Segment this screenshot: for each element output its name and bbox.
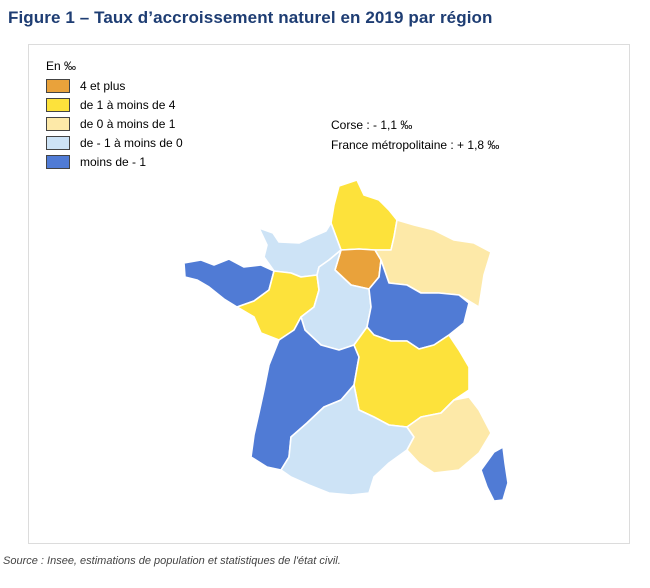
region-hauts-de-france: Hauts-de-France	[330, 179, 398, 251]
region-paca: Provence-Alpes-Côte d'Azur	[406, 396, 492, 474]
map-frame: En ‰ 4 et plus de 1 à moins de 4 de 0 à …	[28, 44, 630, 544]
map-legend: En ‰ 4 et plus de 1 à moins de 4 de 0 à …	[46, 59, 183, 171]
legend-swatch	[46, 135, 70, 150]
figure-title: Figure 1 – Taux d’accroissement naturel …	[8, 8, 493, 27]
legend-swatch	[46, 154, 70, 169]
legend-item: de 1 à moins de 4	[46, 95, 183, 114]
note-corse: Corse : - 1,1 ‰	[331, 118, 413, 132]
legend-item: 4 et plus	[46, 76, 183, 95]
legend-item: moins de - 1	[46, 152, 183, 171]
note-france: France métropolitaine : + 1,8 ‰	[331, 138, 500, 152]
legend-item: de 0 à moins de 1	[46, 114, 183, 133]
map-notes: Corse : - 1,1 ‰ France métropolitaine : …	[331, 115, 499, 155]
legend-label: de - 1 à moins de 0	[80, 135, 183, 150]
legend-label: de 0 à moins de 1	[80, 116, 176, 131]
legend-label: moins de - 1	[80, 154, 147, 169]
legend-swatch	[46, 78, 70, 93]
legend-label: de 1 à moins de 4	[80, 97, 176, 112]
source-note: Source : Insee, estimations de populatio…	[3, 555, 341, 567]
france-region-map: Hauts-de-France Normandie Île-de-France …	[183, 179, 509, 502]
legend-title: En ‰	[46, 59, 77, 73]
legend-label: 4 et plus	[80, 78, 126, 93]
region-corse: Corse	[480, 446, 509, 502]
legend-swatch	[46, 97, 70, 112]
legend-item: de - 1 à moins de 0	[46, 133, 183, 152]
legend-swatch	[46, 116, 70, 131]
